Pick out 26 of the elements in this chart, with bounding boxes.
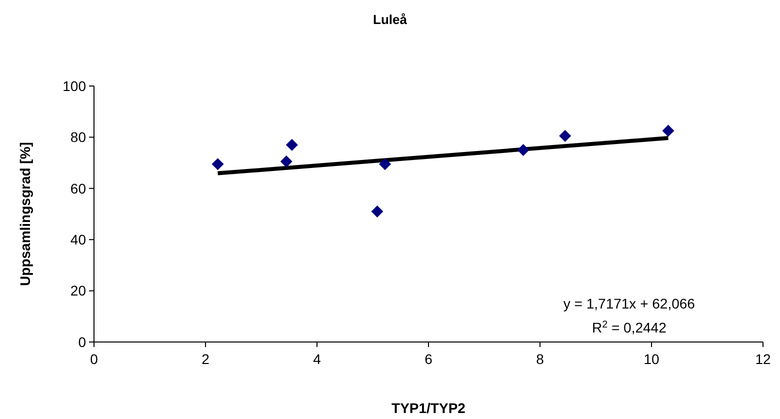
x-tick-label: 4 [313, 351, 322, 367]
y-tick-label: 20 [70, 282, 86, 299]
point [280, 156, 292, 168]
x-tick-label: 12 [755, 351, 771, 367]
y-tick-label: 100 [62, 78, 86, 94]
y-tick-label: 60 [70, 180, 86, 196]
y-tick-label: 0 [78, 334, 86, 350]
x-axis-title: TYP1/TYP2 [392, 400, 466, 416]
x-tick-label: 8 [536, 351, 544, 367]
x-tick-label: 6 [424, 351, 433, 367]
point [212, 158, 224, 170]
point [662, 124, 674, 137]
annotation: y = 1,7171x + 62,066 [563, 296, 696, 312]
y-axis-title: Uppsamlingsgrad [%] [17, 142, 33, 286]
y-tick-label: 40 [70, 232, 86, 248]
y-tick-label: 80 [70, 129, 86, 146]
point [371, 205, 384, 218]
point [559, 130, 572, 142]
point [517, 144, 530, 156]
x-tick-label: 0 [90, 351, 98, 367]
chart-title: Luleå [373, 12, 408, 27]
point [286, 138, 298, 151]
point [379, 158, 392, 170]
annotation: R$^{2}$ = 0,2442 [592, 319, 667, 336]
x-tick-label: 10 [644, 351, 660, 367]
x-tick-label: 2 [202, 351, 210, 367]
